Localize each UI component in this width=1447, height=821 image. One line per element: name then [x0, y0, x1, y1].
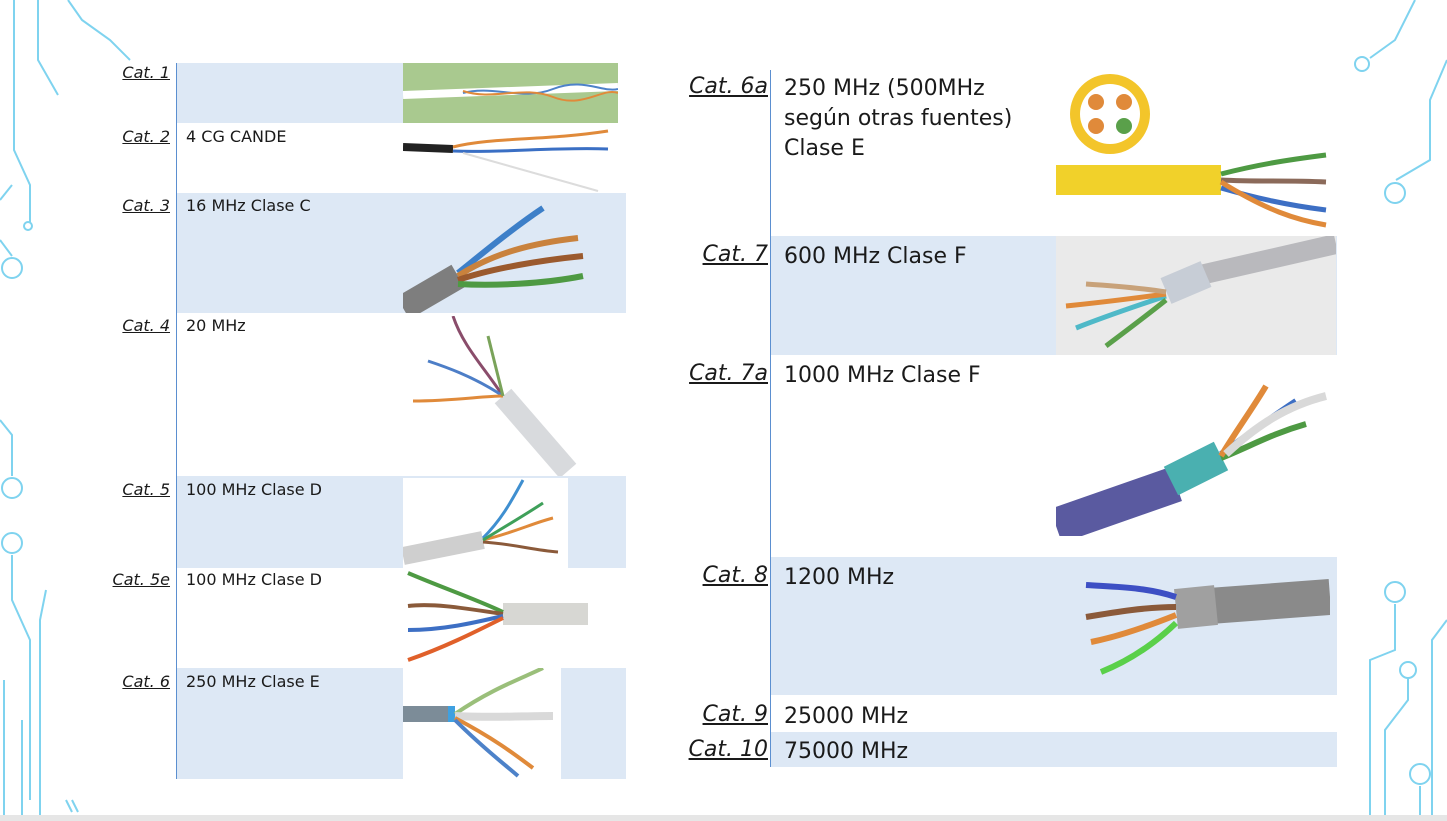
- cable-image: [412, 316, 577, 476]
- category-label: Cat. 1: [122, 63, 170, 82]
- column-divider: [770, 70, 771, 767]
- category-label: Cat. 7a: [689, 361, 768, 386]
- cable-image: [403, 668, 561, 779]
- row-shade: [177, 63, 403, 123]
- cable-image: [403, 129, 609, 192]
- row-shade: [177, 193, 626, 313]
- category-label: Cat. 6a: [689, 74, 768, 99]
- category-value: 16 MHz Clase C: [186, 196, 311, 215]
- row-shade: [771, 557, 1337, 695]
- category-value: 75000 MHz: [784, 739, 909, 764]
- category-value: 1000 MHz Clase F: [784, 363, 981, 388]
- row-shade: [771, 732, 1337, 767]
- cable-image: [407, 571, 588, 662]
- category-label: Cat. 8: [702, 563, 768, 588]
- cable-image: [1056, 236, 1336, 355]
- cable-image: [1056, 384, 1327, 536]
- category-label: Cat. 2: [122, 127, 170, 146]
- right-category-table: Cat. 6a 250 MHz (500MHz según otras fuen…: [672, 70, 1342, 770]
- category-label: Cat. 6: [122, 672, 170, 691]
- footer-bar: [0, 815, 1447, 821]
- category-label: Cat. 5: [122, 480, 170, 499]
- category-label: Cat. 10: [688, 737, 768, 762]
- cable-image: [403, 478, 568, 568]
- category-value: 20 MHz: [186, 316, 246, 335]
- cable-image: [403, 205, 584, 313]
- category-value: 25000 MHz: [784, 704, 909, 729]
- category-value: 100 MHz Clase D: [186, 570, 322, 589]
- cable-image: [1056, 74, 1327, 228]
- category-label: Cat. 4: [122, 316, 170, 335]
- left-category-table: Cat. 1 Cat. 2 4 CG CANDE Cat. 3 16 MHz C…: [100, 63, 630, 779]
- category-label: Cat. 3: [122, 196, 170, 215]
- cable-image: [403, 63, 618, 123]
- category-value: 100 MHz Clase D: [186, 480, 322, 499]
- cable-image: [1085, 579, 1330, 675]
- category-value: 250 MHz (500MHz según otras fuentes) Cla…: [784, 76, 1013, 161]
- category-label: Cat. 7: [702, 242, 768, 267]
- category-label: Cat. 9: [702, 702, 768, 727]
- category-label: Cat. 5e: [112, 570, 170, 589]
- category-value: 250 MHz Clase E: [186, 672, 320, 691]
- category-value: 4 CG CANDE: [186, 127, 287, 146]
- category-value: 600 MHz Clase F: [784, 244, 967, 269]
- category-value: 1200 MHz: [784, 565, 895, 590]
- column-divider: [176, 63, 177, 779]
